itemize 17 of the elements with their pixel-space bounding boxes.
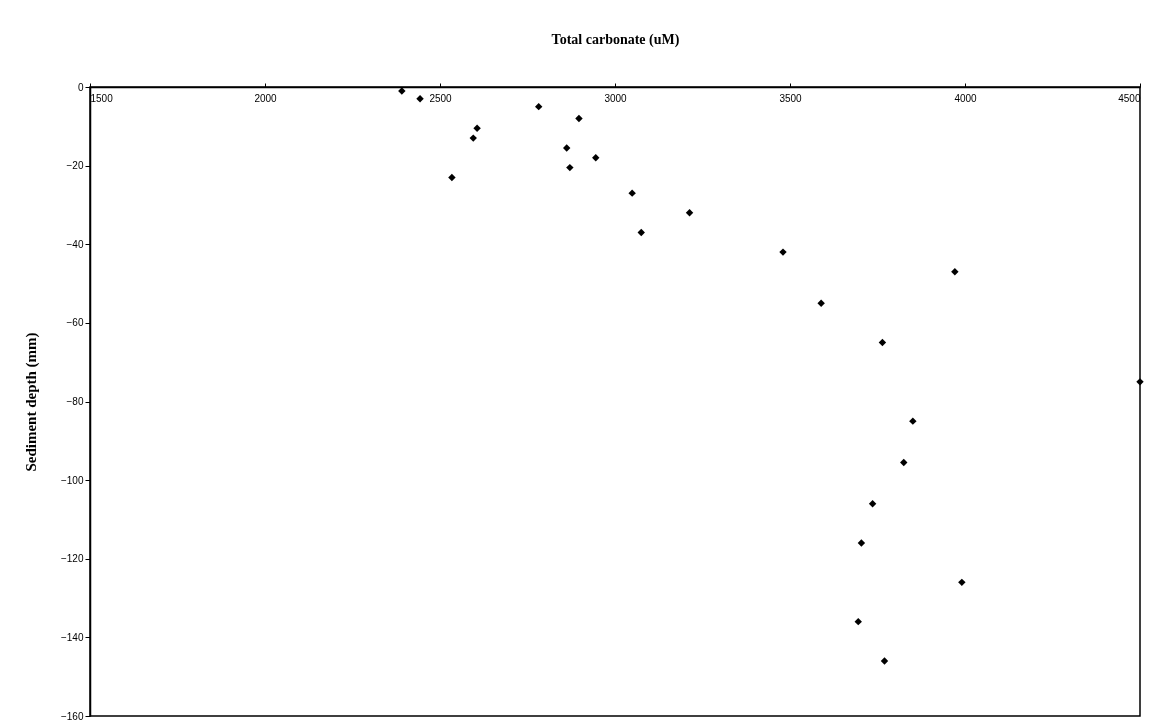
x-axis-title: Total carbonate (uM) [551,32,680,48]
x-tick-label: 4000 [954,92,978,104]
y-tick-label: −80 [66,396,84,407]
y-tick-label: −100 [60,474,84,486]
y-axis-title: Sediment depth (mm) [22,332,40,472]
y-tick-label: −60 [66,317,84,329]
y-tick-label: −40 [66,238,84,250]
x-tick-label: 3500 [779,92,803,104]
x-tick-label: 2000 [254,92,278,104]
x-tick-label: 3000 [604,92,628,104]
y-tick-label: −160 [60,710,84,722]
x-tick-label: 2500 [429,92,453,104]
x-tick-label: 1500 [90,92,114,104]
y-tick-label: −140 [60,631,84,643]
y-tick-label: −20 [66,160,84,172]
y-tick-label: 0 [77,81,84,93]
y-tick-label: −120 [60,553,84,565]
